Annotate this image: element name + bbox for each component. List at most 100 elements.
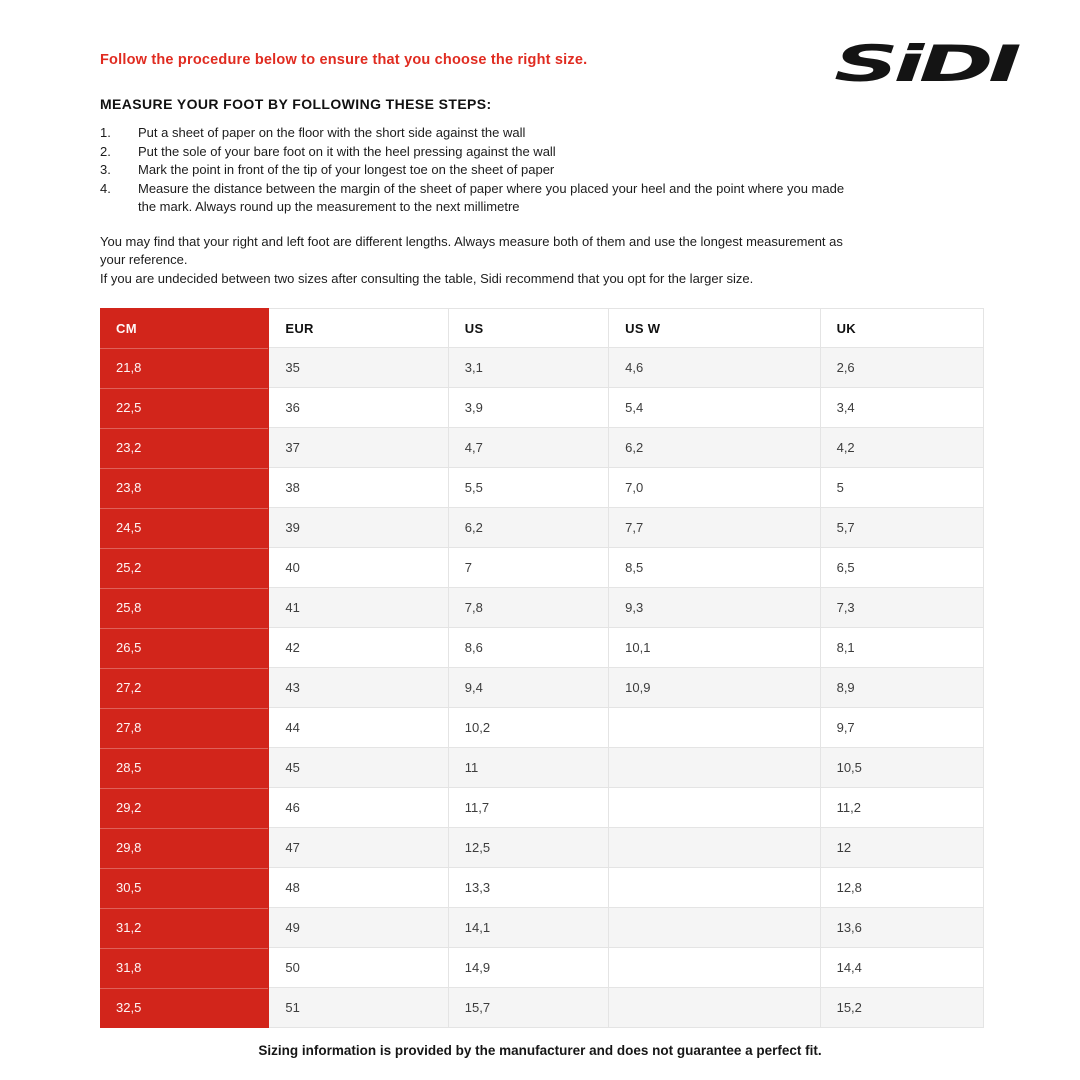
cell-cm: 21,8 — [100, 348, 270, 388]
table-row: 31,8 50 14,9 14,4 — [100, 948, 984, 988]
step-text: Measure the distance between the margin … — [138, 180, 845, 215]
table-cell: 50 — [269, 948, 449, 988]
table-cell: 8,9 — [820, 668, 984, 708]
table-cell: 5,5 — [448, 468, 610, 508]
table-cell: 42 — [269, 628, 449, 668]
intro-text: Follow the procedure below to ensure tha… — [100, 52, 588, 68]
table-cell: 15,7 — [448, 988, 610, 1028]
footer-note: Sizing information is provided by the ma… — [258, 1043, 822, 1058]
note-line: your reference. — [100, 252, 188, 267]
table-cell — [609, 788, 821, 828]
table-cell: 4,7 — [448, 428, 610, 468]
table-cell: 10,2 — [448, 708, 610, 748]
table-cell: 6,2 — [609, 428, 821, 468]
table-cell: 11,2 — [820, 788, 984, 828]
table-cell: 43 — [269, 668, 449, 708]
step-text: Put a sheet of paper on the floor with t… — [138, 125, 526, 140]
column-header-eur: EUR — [269, 308, 449, 348]
step-number: 4. — [100, 180, 111, 196]
table-cell: 49 — [269, 908, 449, 948]
table-cell: 10,9 — [609, 668, 821, 708]
cell-cm: 30,5 — [100, 868, 270, 908]
table-cell: 13,6 — [820, 908, 984, 948]
table-cell: 9,7 — [820, 708, 984, 748]
cell-cm: 23,2 — [100, 428, 270, 468]
table-cell — [609, 948, 821, 988]
table-cell: 12,8 — [820, 868, 984, 908]
table-cell: 7 — [448, 548, 610, 588]
table-row: 29,2 46 11,7 11,2 — [100, 788, 984, 828]
table-cell: 6,5 — [820, 548, 984, 588]
table-cell: 7,8 — [448, 588, 610, 628]
table-cell: 12,5 — [448, 828, 610, 868]
table-cell: 8,5 — [609, 548, 821, 588]
cell-cm: 24,5 — [100, 508, 270, 548]
cell-cm: 26,5 — [100, 628, 270, 668]
cell-cm: 27,2 — [100, 668, 270, 708]
column-header-us: US — [448, 308, 610, 348]
step-item-3: 3. Mark the point in front of the tip of … — [100, 161, 984, 180]
steps-heading: MEASURE YOUR FOOT BY FOLLOWING THESE STE… — [100, 96, 492, 112]
table-cell: 3,1 — [448, 348, 610, 388]
table-row: 31,2 49 14,1 13,6 — [100, 908, 984, 948]
cell-cm: 32,5 — [100, 988, 270, 1028]
table-cell: 13,3 — [448, 868, 610, 908]
table-cell: 10,5 — [820, 748, 984, 788]
table-cell: 6,2 — [448, 508, 610, 548]
table-cell: 47 — [269, 828, 449, 868]
step-number: 2. — [100, 143, 111, 159]
table-cell: 4,6 — [609, 348, 821, 388]
table-cell: 14,4 — [820, 948, 984, 988]
table-cell: 9,4 — [448, 668, 610, 708]
table-cell: 35 — [269, 348, 449, 388]
note-line: If you are undecided between two sizes a… — [100, 270, 754, 286]
table-cell: 3,4 — [820, 388, 984, 428]
table-row: 30,5 48 13,3 12,8 — [100, 868, 984, 908]
table-cell: 39 — [269, 508, 449, 548]
table-row: 23,8 38 5,5 7,0 5 — [100, 468, 984, 508]
table-cell: 40 — [269, 548, 449, 588]
table-cell — [609, 748, 821, 788]
table-cell: 5 — [820, 468, 984, 508]
table-row: 29,8 47 12,5 12 — [100, 828, 984, 868]
table-cell: 3,9 — [448, 388, 610, 428]
cell-cm: 29,2 — [100, 788, 270, 828]
cell-cm: 29,8 — [100, 828, 270, 868]
column-header-us-w: US W — [609, 308, 821, 348]
table-cell: 46 — [269, 788, 449, 828]
table-cell: 9,3 — [609, 588, 821, 628]
table-cell: 36 — [269, 388, 449, 428]
content-area: Follow the procedure below to ensure tha… — [100, 0, 984, 1028]
table-cell: 7,7 — [609, 508, 821, 548]
table-cell: 11,7 — [448, 788, 610, 828]
table-cell: 41 — [269, 588, 449, 628]
notes-paragraph: You may find that your right and left fo… — [100, 233, 984, 289]
table-cell: 37 — [269, 428, 449, 468]
step-number: 1. — [100, 125, 111, 140]
table-row: 27,2 43 9,4 10,9 8,9 — [100, 668, 984, 708]
table-cell: 10,1 — [609, 628, 821, 668]
size-table-header-row: CM EUR US US W UK — [100, 308, 984, 348]
column-header-cm: CM — [100, 308, 270, 348]
table-cell: 44 — [269, 708, 449, 748]
cell-cm: 22,5 — [100, 388, 270, 428]
table-cell: 38 — [269, 468, 449, 508]
cell-cm: 31,8 — [100, 948, 270, 988]
table-row: 25,2 40 7 8,5 6,5 — [100, 548, 984, 588]
table-row: 28,5 45 11 10,5 — [100, 748, 984, 788]
table-row: 32,5 51 15,7 15,2 — [100, 988, 984, 1028]
table-cell: 8,1 — [820, 628, 984, 668]
table-cell: 4,2 — [820, 428, 984, 468]
table-row: 27,8 44 10,2 9,7 — [100, 708, 984, 748]
sidi-logo-text: SiDI — [834, 35, 1020, 92]
table-cell: 2,6 — [820, 348, 984, 388]
table-cell: 8,6 — [448, 628, 610, 668]
table-cell: 45 — [269, 748, 449, 788]
table-cell: 48 — [269, 868, 449, 908]
cell-cm: 27,8 — [100, 708, 270, 748]
table-cell: 7,3 — [820, 588, 984, 628]
step-text: Mark the point in front of the tip of yo… — [138, 162, 555, 177]
size-table: CM EUR US US W UK 21,8 35 3,1 4,6 2,6 22,5 36 3,9 5,… — [100, 308, 984, 1028]
table-row: 23,2 37 4,7 6,2 4,2 — [100, 428, 984, 468]
cell-cm: 31,2 — [100, 908, 270, 948]
